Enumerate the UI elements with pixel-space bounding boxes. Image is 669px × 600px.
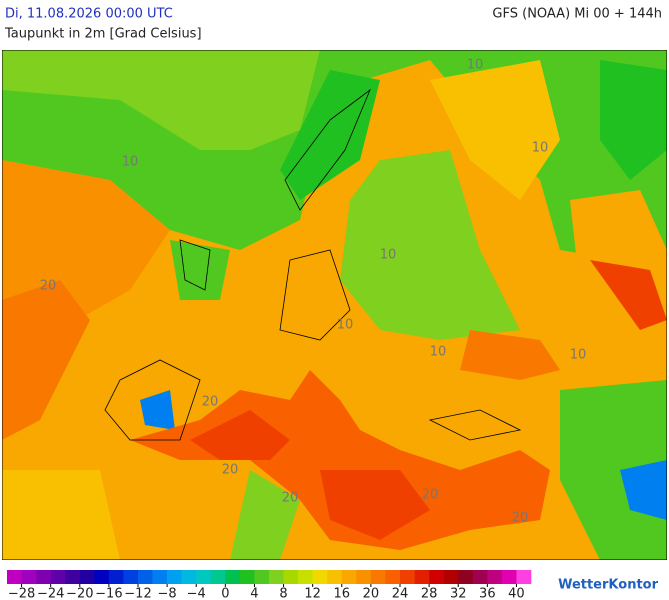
legend-swatch [254,570,270,584]
legend-swatch [472,570,488,584]
legend-swatch [341,570,357,584]
legend-swatch [516,570,532,584]
legend-swatch [283,570,299,584]
legend-swatch [487,570,503,584]
legend-tick-label: 24 [392,587,409,600]
legend-swatch [210,570,226,584]
contour-label: 20 [422,488,439,503]
legend-tick-label: 20 [363,587,380,600]
legend-tick-label: −16 [95,587,122,600]
legend-swatch [167,570,182,584]
legend-swatch [21,570,37,584]
legend-swatch [501,570,517,584]
contour-label: 20 [282,491,299,506]
contour-label: 20 [202,395,219,410]
legend-swatch [269,570,284,584]
legend-tick-label: 12 [304,587,321,600]
legend-swatch [65,570,81,584]
legend-swatch [225,570,241,584]
legend-swatch [152,570,168,584]
contour-label: 10 [122,155,139,170]
contour-label: 10 [337,318,354,333]
legend-tick-label: 8 [279,587,287,600]
legend-swatch [356,570,372,584]
legend: −28 −24 −20 −16 −12 −8 −4 0 4 8 12 16 20 24 28 32 36 40 [7,570,532,600]
legend-tick-label: −8 [158,587,177,600]
legend-tick-label: 32 [450,587,467,600]
legend-swatch [79,570,95,584]
contour-label: 10 [380,248,397,263]
legend-swatch [7,570,22,584]
legend-swatch [327,570,343,584]
legend-tick-label: 0 [221,587,229,600]
legend-swatch [400,570,415,584]
legend-tick-label: −4 [187,587,206,600]
legend-swatch [196,570,212,584]
legend-swatch [298,570,313,584]
contour-label: 10 [430,345,447,360]
legend-swatch [443,570,459,584]
legend-tick-label: 16 [334,587,351,600]
legend-tick-label: −20 [66,587,93,600]
legend-tick-label: 36 [479,587,496,600]
contour-label: 20 [512,511,529,526]
legend-swatch [414,570,430,584]
date: Di, 11.08.2026 00:00 UTC [5,7,173,22]
contour-label: 10 [532,141,549,156]
contour-label: 20 [40,279,57,294]
legend-tick-label: 28 [421,587,438,600]
legend-swatch [370,570,386,584]
legend-tick-label: −28 [8,587,35,600]
legend-tick-label: −24 [37,587,64,600]
model: GFS (NOAA) Mi 00 + 144h [492,7,662,22]
legend-tick-label: 40 [508,587,525,600]
map: 10 10 10 10 10 10 10 20 20 20 20 20 20 [2,50,667,560]
contour-label: 20 [222,463,239,478]
legend-swatch [429,570,444,584]
legend-swatch [36,570,51,584]
legend-swatch [94,570,110,584]
brand: WetterKontor [558,578,659,593]
contour-label: 10 [570,348,587,363]
subtitle: Taupunkt in 2m [Grad Celsius] [4,27,202,42]
legend-swatch [385,570,401,584]
legend-swatch [123,570,139,584]
legend-tick-label: 4 [250,587,258,600]
legend-swatch [50,570,66,584]
legend-swatch [108,570,124,584]
legend-swatch [312,570,328,584]
legend-swatch [138,570,153,584]
legend-tick-label: −12 [124,587,151,600]
legend-swatch [239,570,255,584]
legend-swatch [458,570,474,584]
contour-label: 10 [467,58,484,73]
legend-swatch [181,570,197,584]
